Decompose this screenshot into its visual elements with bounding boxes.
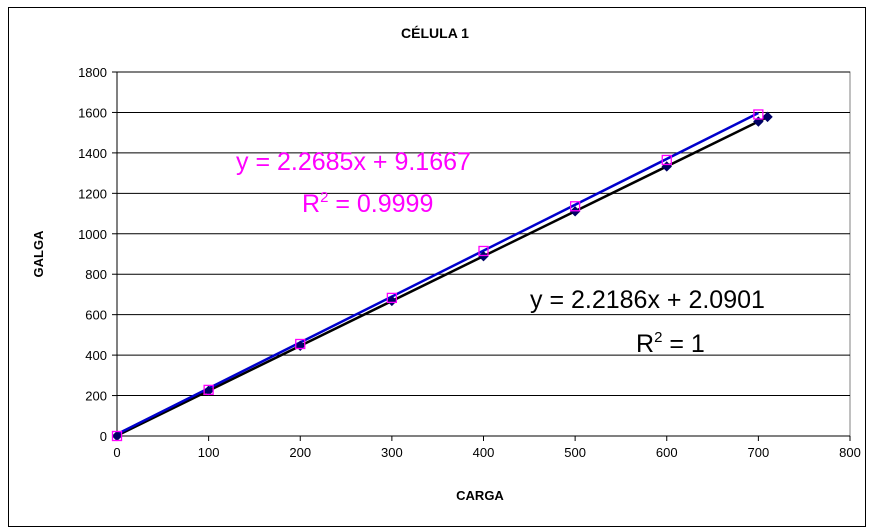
- x-tick-label: 100: [198, 445, 220, 460]
- plot-area: 0 200 400 600 800 1000 1200 1400 1600 1800 0 100 20…: [78, 65, 861, 460]
- data-point-square: [295, 338, 306, 350]
- y-tick-label: 1600: [78, 105, 107, 120]
- data-point-square: [661, 154, 672, 166]
- data-point-square: [569, 201, 581, 212]
- y-tick-label: 1000: [78, 227, 107, 242]
- data-point-diamond: [386, 295, 398, 307]
- y-tick-label: 600: [85, 308, 107, 323]
- trendline-series-1: [116, 111, 759, 436]
- trendline-series-2: [116, 115, 769, 437]
- data-point-square: [386, 292, 398, 304]
- data-point-square: [111, 430, 123, 442]
- x-tick-label: 500: [564, 445, 586, 460]
- r2-line-2: R2 = 1: [636, 329, 705, 358]
- x-tick-label: 200: [289, 445, 311, 460]
- data-point-square: [753, 109, 764, 120]
- y-tick-label: 1200: [78, 186, 107, 201]
- data-point-diamond: [762, 111, 773, 123]
- chart-svg: CÉLULA 1 0200400600800100012001400160018…: [31, 25, 861, 503]
- y-axis-label: GALGA: [31, 230, 46, 278]
- y-tick-label: 400: [85, 348, 107, 363]
- y-tick-label: 1800: [78, 65, 107, 80]
- data-points: [111, 109, 773, 442]
- equation-line-2: y = 2.2186x + 2.0901: [530, 286, 765, 314]
- x-tick-label: 400: [473, 445, 495, 460]
- y-tick-label: 800: [85, 267, 107, 282]
- x-axis-label: CARGA: [456, 488, 504, 503]
- equation-series-1: y = 2.2685x + 9.1667 R2 = 0.9999: [236, 148, 471, 218]
- trendlines: [116, 111, 769, 437]
- y-tick-label: 1400: [78, 146, 107, 161]
- y-tick-label: 0: [100, 429, 107, 444]
- x-tick-label: 600: [656, 445, 678, 460]
- x-tick-label: 300: [381, 445, 403, 460]
- data-point-square: [203, 384, 214, 396]
- data-point-square: [478, 245, 489, 257]
- equation-series-2: y = 2.2186x + 2.0901 R2 = 1: [530, 286, 765, 358]
- y-tick-label: 200: [85, 389, 107, 404]
- data-point-diamond: [478, 251, 489, 262]
- r2-line-1: R2 = 0.9999: [302, 189, 433, 218]
- chart-title: CÉLULA 1: [401, 25, 469, 41]
- gridlines: [117, 71, 850, 397]
- x-tick-label: 800: [839, 445, 861, 460]
- x-tick-label: 700: [748, 445, 770, 460]
- equation-line-1: y = 2.2685x + 9.1667: [236, 148, 471, 176]
- data-point-diamond: [203, 385, 214, 396]
- y-axis-ticks: 0 200 400 600 800 1000 1200 1400 1600 1800: [78, 65, 118, 444]
- x-tick-label: 0: [113, 445, 120, 460]
- x-axis-ticks: 0 100 200 300 400 500 600 700 800: [113, 435, 861, 460]
